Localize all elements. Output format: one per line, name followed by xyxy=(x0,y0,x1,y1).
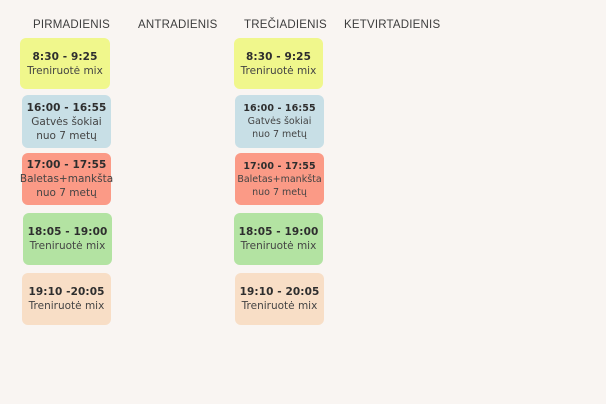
class-name: Gatvės šokiai nuo 7 metų xyxy=(247,116,312,140)
class-name: Treniruotė mix xyxy=(240,240,317,252)
class-name: Treniruotė mix xyxy=(28,300,105,312)
class-name: Baletas+mankšta nuo 7 metų xyxy=(19,173,114,199)
day-header-tuesday: ANTRADIENIS xyxy=(138,19,218,31)
class-time: 8:30 - 9:25 xyxy=(245,50,311,63)
class-name: Gatvės šokiai nuo 7 metų xyxy=(31,115,102,142)
class-name: Treniruotė mix xyxy=(240,64,317,77)
class-card-mon-1600[interactable]: 16:00 - 16:55 Gatvės šokiai nuo 7 metų xyxy=(22,95,111,148)
day-header-thursday: KETVIRTADIENIS xyxy=(344,19,441,31)
class-time: 18:05 - 19:00 xyxy=(27,226,108,238)
class-card-wed-1700[interactable]: 17:00 - 17:55 Baletas+mankšta nuo 7 metų xyxy=(235,153,324,205)
class-time: 16:00 - 16:55 xyxy=(26,101,107,114)
day-header-wednesday: TREČIADIENIS xyxy=(244,19,327,31)
class-time: 17:00 - 17:55 xyxy=(26,159,107,171)
class-name: Baletas+mankšta nuo 7 metų xyxy=(237,173,322,198)
class-time: 8:30 - 9:25 xyxy=(32,50,98,63)
class-card-mon-1805[interactable]: 18:05 - 19:00 Treniruotė mix xyxy=(23,213,112,265)
class-name: Treniruotė mix xyxy=(27,64,103,77)
class-time: 16:00 - 16:55 xyxy=(243,103,316,114)
class-card-wed-1910[interactable]: 19:10 - 20:05 Treniruotė mix xyxy=(235,273,324,325)
class-name: Treniruotė mix xyxy=(241,300,318,312)
class-card-wed-1600[interactable]: 16:00 - 16:55 Gatvės šokiai nuo 7 metų xyxy=(235,95,324,148)
class-card-mon-1910[interactable]: 19:10 -20:05 Treniruotė mix xyxy=(22,273,111,325)
class-card-wed-1805[interactable]: 18:05 - 19:00 Treniruotė mix xyxy=(234,213,323,265)
class-time: 18:05 - 19:00 xyxy=(238,226,319,238)
class-time: 19:10 - 20:05 xyxy=(239,286,320,298)
day-header-monday: PIRMADIENIS xyxy=(33,19,110,31)
class-time: 17:00 - 17:55 xyxy=(243,160,316,172)
class-time: 19:10 -20:05 xyxy=(28,286,105,298)
class-card-mon-0830[interactable]: 8:30 - 9:25 Treniruotė mix xyxy=(20,38,110,89)
class-card-mon-1700[interactable]: 17:00 - 17:55 Baletas+mankšta nuo 7 metų xyxy=(19,153,114,205)
class-card-wed-0830[interactable]: 8:30 - 9:25 Treniruotė mix xyxy=(234,38,323,89)
class-name: Treniruotė mix xyxy=(29,240,106,252)
